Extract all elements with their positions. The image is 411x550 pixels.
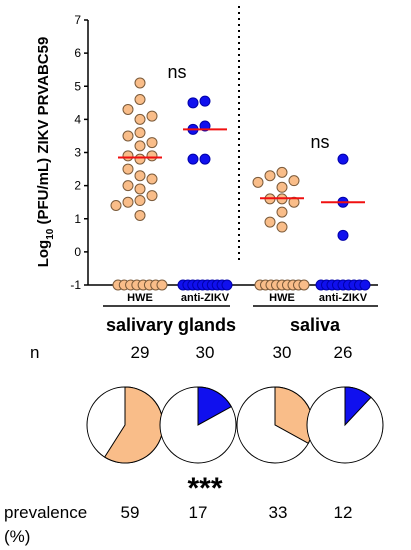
data-point xyxy=(110,200,122,211)
data-point xyxy=(134,183,146,195)
data-point xyxy=(134,94,146,105)
data-point xyxy=(264,216,276,228)
x-tick-label: HWE xyxy=(127,292,153,304)
data-point xyxy=(134,140,146,152)
prevalence-pies xyxy=(86,386,384,464)
prevalence-value: 59 xyxy=(121,503,140,522)
data-point xyxy=(288,196,300,208)
tissue-label-saliva: saliva xyxy=(290,315,341,335)
data-point xyxy=(134,170,146,182)
data-point xyxy=(146,173,158,185)
prevalence-pie xyxy=(86,386,164,464)
y-tick-label: -1 xyxy=(70,278,81,292)
median-lines xyxy=(118,128,365,204)
prevalence-pie xyxy=(159,386,237,464)
pie-slice xyxy=(197,386,232,426)
y-axis-label-subscript: 10 xyxy=(45,228,56,240)
x-tick-labels: HWE anti-ZIKV HWE anti-ZIKV xyxy=(127,292,368,304)
data-point xyxy=(187,153,199,165)
prevalence-pie xyxy=(306,386,384,464)
data-point xyxy=(276,206,288,218)
tissue-label-salivary-glands: salivary glands xyxy=(106,315,236,335)
data-point xyxy=(146,150,158,162)
y-axis-label: Log10 (PFU/mL) ZIKV PRVABC59 xyxy=(35,37,56,268)
n-value: 30 xyxy=(273,343,292,362)
y-tick-label: 2 xyxy=(74,179,81,193)
n-value: 30 xyxy=(196,343,215,362)
data-point xyxy=(122,150,134,162)
data-point xyxy=(134,195,146,207)
data-point xyxy=(122,196,134,208)
x-tick-label: anti-ZIKV xyxy=(181,292,230,304)
data-point-zero xyxy=(359,279,371,291)
y-tick-label: 0 xyxy=(74,245,81,259)
n-value: 26 xyxy=(334,343,353,362)
data-point xyxy=(337,153,349,165)
n-value: 29 xyxy=(131,343,150,362)
data-point xyxy=(134,113,146,125)
x-tick-label: HWE xyxy=(269,292,295,304)
y-axis-label-prefix: Log xyxy=(35,240,52,268)
prevalence-label: prevalence xyxy=(4,503,87,522)
y-axis-label-rest: (PFU/mL) ZIKV PRVABC59 xyxy=(35,37,52,225)
prevalence-pie xyxy=(236,386,314,464)
data-point xyxy=(134,209,146,221)
data-point-zero xyxy=(221,279,233,291)
pie-slice xyxy=(344,386,372,427)
y-axis: -1 0 1 2 3 4 5 6 7 xyxy=(70,13,89,292)
n-values: 29 30 30 26 xyxy=(131,343,353,362)
data-point xyxy=(146,110,158,122)
prevalence-values: 59 17 33 12 xyxy=(121,503,353,522)
data-point xyxy=(288,175,300,187)
data-point xyxy=(276,166,288,178)
data-point xyxy=(134,127,146,139)
prevalence-value: 17 xyxy=(189,503,208,522)
data-point xyxy=(276,221,288,233)
data-point xyxy=(134,153,146,165)
data-point xyxy=(146,137,158,149)
x-tick-label: anti-ZIKV xyxy=(319,292,368,304)
data-point xyxy=(146,190,158,202)
data-point xyxy=(276,181,288,193)
data-point xyxy=(122,130,134,142)
prevalence-unit: (%) xyxy=(4,527,30,546)
data-point-zero xyxy=(156,279,168,291)
significance-pie: *** xyxy=(187,472,222,505)
data-point xyxy=(122,103,134,115)
data-point xyxy=(187,97,199,109)
significance-left: ns xyxy=(167,62,186,82)
prevalence-value: 33 xyxy=(269,503,288,522)
y-tick-label: 5 xyxy=(74,79,81,93)
y-tick-label: 4 xyxy=(74,112,81,126)
y-tick-label: 6 xyxy=(74,46,81,60)
y-tick-label: 7 xyxy=(74,13,81,27)
data-point-zero xyxy=(298,279,310,291)
data-point xyxy=(122,163,134,175)
significance-right: ns xyxy=(310,132,329,152)
data-point xyxy=(252,176,264,188)
y-tick-label: 1 xyxy=(74,212,81,226)
data-point xyxy=(199,95,211,107)
data-point xyxy=(337,229,349,241)
data-point xyxy=(122,180,134,192)
data-point xyxy=(199,153,211,165)
data-point xyxy=(264,170,276,182)
n-label: n xyxy=(30,343,39,362)
prevalence-value: 12 xyxy=(334,503,353,522)
svg-text:Log10 (PFU/mL) ZIKV PRVABC59: Log10 (PFU/mL) ZIKV PRVABC59 xyxy=(35,37,56,268)
data-points xyxy=(110,77,371,291)
y-tick-label: 3 xyxy=(74,146,81,160)
data-point xyxy=(134,77,146,89)
